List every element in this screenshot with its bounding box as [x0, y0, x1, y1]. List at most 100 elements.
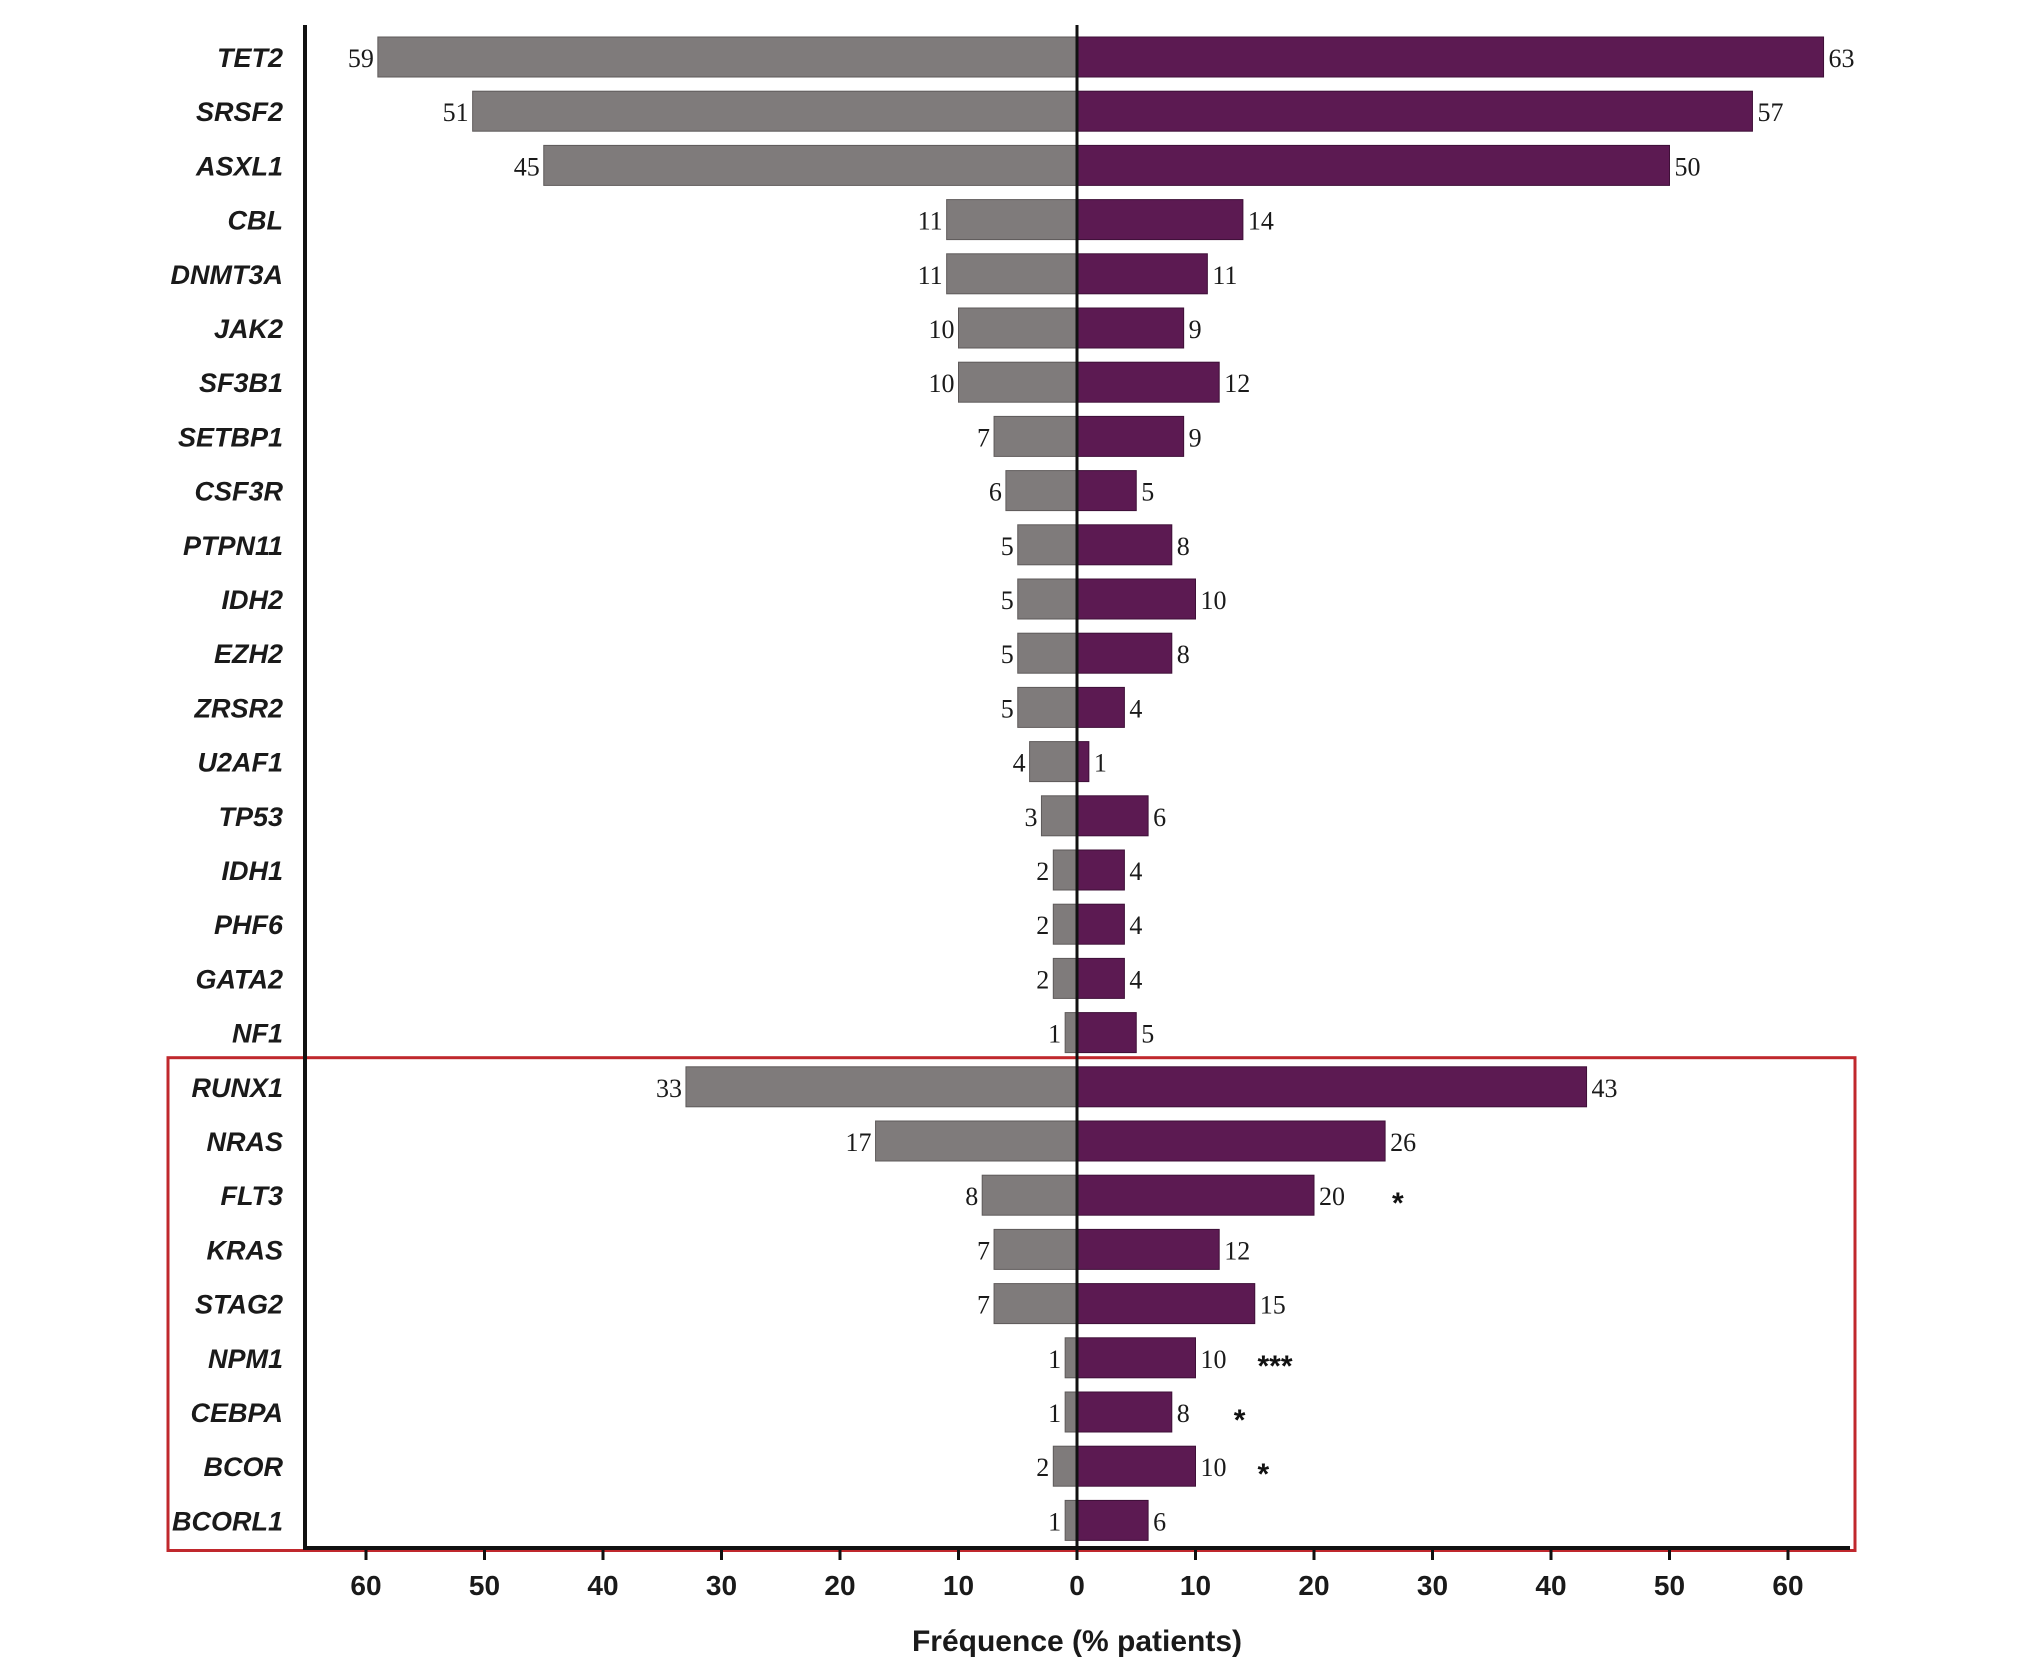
gene-label-cebpa: CEBPA [190, 1398, 283, 1428]
gene-label-asxl1: ASXL1 [195, 151, 283, 181]
value-right-idh2: 10 [1201, 586, 1227, 615]
highlight-box [166, 1056, 1857, 1552]
bar-left-idh2 [1017, 578, 1078, 620]
value-left-sf3b1: 10 [929, 369, 955, 398]
bar-right-setbp1 [1076, 415, 1185, 457]
bar-left-cbl [946, 199, 1078, 241]
bar-right-ptpn11 [1076, 524, 1173, 566]
bar-left-phf6 [1052, 903, 1078, 945]
value-left-zrsr2: 5 [1001, 694, 1014, 723]
gene-label-runx1: RUNX1 [191, 1073, 283, 1103]
value-right-bcor: 10 [1201, 1453, 1227, 1482]
value-right-gata2: 4 [1129, 965, 1142, 994]
bar-left-runx1 [685, 1066, 1078, 1108]
value-left-dnmt3a: 11 [918, 261, 943, 290]
bar-right-sf3b1 [1076, 361, 1220, 403]
significance-cebpa: * [1234, 1404, 1246, 1437]
gene-label-ptpn11: PTPN11 [183, 531, 283, 561]
bar-right-kras [1076, 1228, 1220, 1270]
bar-left-gata2 [1052, 957, 1078, 999]
bar-left-u2af1 [1029, 741, 1078, 783]
value-left-jak2: 10 [929, 315, 955, 344]
bar-right-npm1 [1076, 1337, 1196, 1379]
significance-npm1: *** [1258, 1350, 1293, 1383]
bar-left-flt3 [981, 1174, 1078, 1216]
gene-label-bcor: BCOR [204, 1452, 284, 1482]
x-tick-label-11: 50 [1654, 1570, 1685, 1601]
gene-label-setbp1: SETBP1 [178, 422, 283, 452]
value-left-runx1: 33 [656, 1074, 682, 1103]
gene-labels: TET2 SRSF2 ASXL1 CBL DNMT3A JAK2 SF3B1 SETBP1 CS… [171, 43, 284, 1536]
value-left-stag2: 7 [977, 1291, 990, 1320]
bar-right-ezh2 [1076, 632, 1173, 674]
gene-label-cbl: CBL [228, 206, 284, 236]
value-left-asxl1: 45 [514, 152, 540, 181]
bar-right-zrsr2 [1076, 686, 1125, 728]
value-left-phf6: 2 [1036, 911, 1049, 940]
value-left-setbp1: 7 [977, 423, 990, 452]
value-left-bcor: 2 [1036, 1453, 1049, 1482]
bar-right-tet2 [1076, 36, 1825, 78]
gene-label-bcorl1: BCORL1 [172, 1506, 283, 1536]
bar-left-npm1 [1064, 1337, 1078, 1379]
bar-left-idh1 [1052, 849, 1078, 891]
gene-label-tet2: TET2 [217, 43, 283, 73]
bar-right-idh1 [1076, 849, 1125, 891]
gene-label-nras: NRAS [206, 1127, 283, 1157]
value-left-tp53: 3 [1024, 803, 1037, 832]
gene-label-nf1: NF1 [232, 1019, 283, 1049]
x-tick-label-8: 20 [1298, 1570, 1329, 1601]
bar-left-csf3r [1005, 470, 1078, 512]
bar-right-csf3r [1076, 470, 1137, 512]
value-right-nf1: 5 [1141, 1020, 1154, 1049]
value-right-ezh2: 8 [1177, 640, 1190, 669]
value-left-npm1: 1 [1048, 1345, 1061, 1374]
value-right-srsf2: 57 [1757, 98, 1783, 127]
bar-right-flt3 [1076, 1174, 1315, 1216]
value-right-cbl: 14 [1248, 207, 1274, 236]
bar-right-cebpa [1076, 1391, 1173, 1433]
bar-left-zrsr2 [1017, 686, 1078, 728]
x-tick-label-4: 20 [824, 1570, 855, 1601]
bar-left-ezh2 [1017, 632, 1078, 674]
value-left-u2af1: 4 [1013, 749, 1026, 778]
gene-label-tp53: TP53 [218, 802, 283, 832]
gene-label-npm1: NPM1 [208, 1344, 283, 1374]
bar-right-dnmt3a [1076, 253, 1208, 295]
gene-label-kras: KRAS [206, 1235, 283, 1265]
gene-label-ezh2: EZH2 [214, 639, 283, 669]
bar-right-nf1 [1076, 1012, 1137, 1054]
value-right-asxl1: 50 [1675, 152, 1701, 181]
value-left-nf1: 1 [1048, 1020, 1061, 1049]
bar-left-cebpa [1064, 1391, 1078, 1433]
gene-label-dnmt3a: DNMT3A [171, 260, 284, 290]
bar-left-bcor [1052, 1445, 1078, 1487]
value-right-u2af1: 1 [1094, 749, 1107, 778]
bar-left-kras [993, 1228, 1078, 1270]
bar-left-ptpn11 [1017, 524, 1078, 566]
value-left-flt3: 8 [965, 1182, 978, 1211]
bar-left-bcorl1 [1064, 1499, 1078, 1541]
x-tick-label-7: 10 [1180, 1570, 1211, 1601]
value-right-runx1: 43 [1592, 1074, 1618, 1103]
bar-left-tp53 [1040, 795, 1078, 837]
gene-label-phf6: PHF6 [214, 910, 284, 940]
axes: 60 50 40 30 20 10 0 10 20 30 40 50 60 [303, 25, 1850, 1601]
x-tick-label-3: 30 [706, 1570, 737, 1601]
bar-right-nras [1076, 1120, 1386, 1162]
left-series-bars [377, 36, 1078, 1541]
gene-label-idh1: IDH1 [221, 856, 283, 886]
value-right-phf6: 4 [1129, 911, 1142, 940]
value-left-ptpn11: 5 [1001, 532, 1014, 561]
value-left-gata2: 2 [1036, 965, 1049, 994]
value-right-nras: 26 [1390, 1128, 1416, 1157]
bar-right-phf6 [1076, 903, 1125, 945]
x-tick-label-10: 40 [1535, 1570, 1566, 1601]
bar-right-bcorl1 [1076, 1499, 1149, 1541]
gene-label-sf3b1: SF3B1 [199, 368, 283, 398]
significance-flt3: * [1392, 1187, 1404, 1220]
bar-right-stag2 [1076, 1283, 1256, 1325]
bar-left-dnmt3a [946, 253, 1078, 295]
